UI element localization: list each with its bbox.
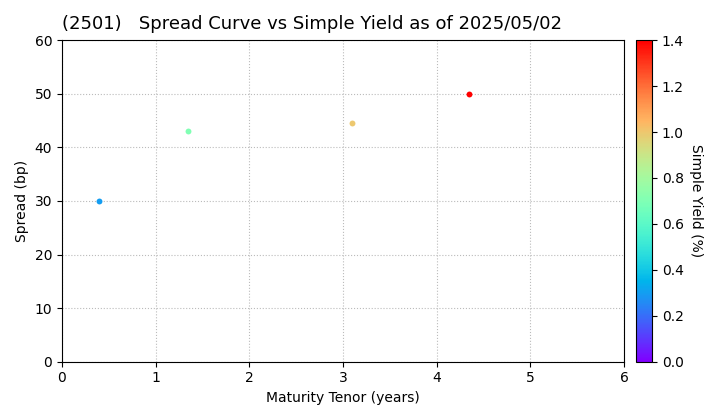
Point [464, 90, 475, 97]
Point [346, 120, 358, 126]
Point [183, 128, 194, 134]
X-axis label: Maturity Tenor (years): Maturity Tenor (years) [266, 391, 420, 405]
Y-axis label: Spread (bp): Spread (bp) [15, 160, 29, 242]
Text: (2501)   Spread Curve vs Simple Yield as of 2025/05/02: (2501) Spread Curve vs Simple Yield as o… [62, 15, 562, 33]
Y-axis label: Simple Yield (%): Simple Yield (%) [689, 144, 703, 257]
Point [94, 197, 105, 204]
